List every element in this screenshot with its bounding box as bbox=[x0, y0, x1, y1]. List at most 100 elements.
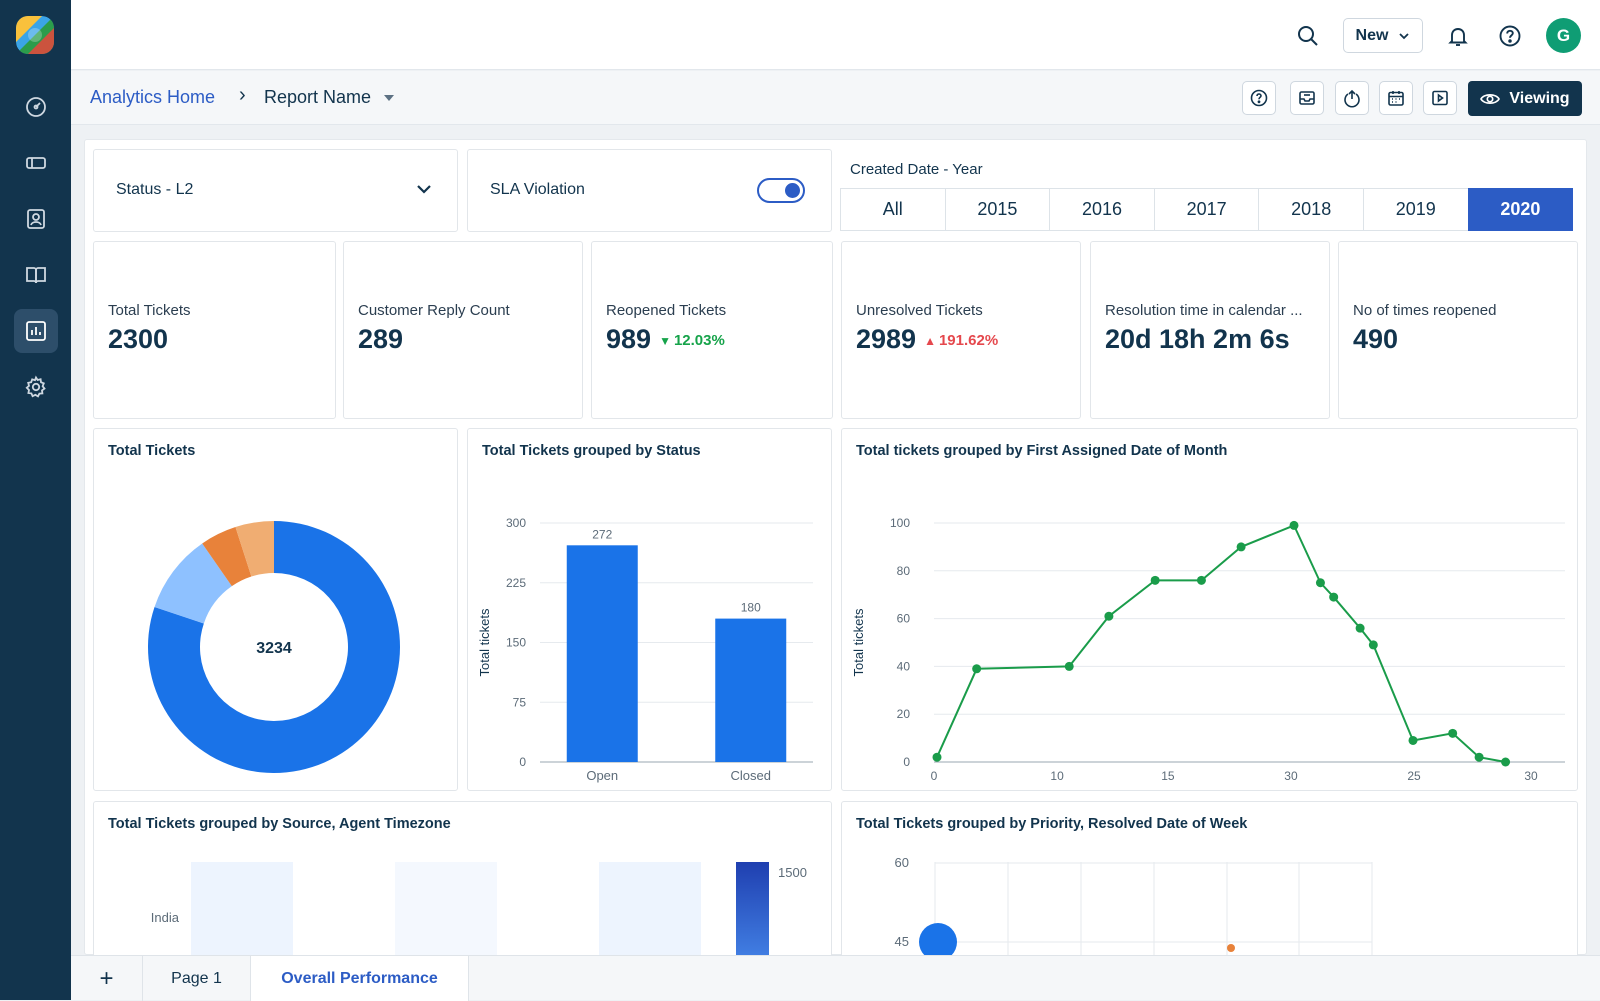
contact-icon bbox=[27, 209, 45, 229]
heatmap-cell[interactable] bbox=[497, 862, 599, 961]
analytics-icon bbox=[26, 321, 46, 341]
sidebar-item-tickets[interactable] bbox=[14, 141, 58, 185]
heatmap-cell[interactable] bbox=[395, 862, 497, 961]
line-x-tick: 0 bbox=[931, 769, 938, 783]
sidebar-item-settings[interactable] bbox=[14, 365, 58, 409]
line-series[interactable] bbox=[936, 524, 1506, 763]
line-point[interactable] bbox=[1448, 728, 1458, 738]
avatar-letter: G bbox=[1556, 25, 1571, 45]
sidebar-item-dashboard[interactable] bbox=[14, 85, 58, 129]
year-option-2016[interactable]: 2016 bbox=[1049, 188, 1155, 231]
bubble-point[interactable] bbox=[919, 923, 957, 961]
year-option-2019[interactable]: 2019 bbox=[1363, 188, 1469, 231]
kpi-number: 2989 bbox=[856, 324, 917, 354]
donut-chart-title: Total Tickets bbox=[108, 443, 196, 459]
add-page-button[interactable]: + bbox=[71, 956, 143, 1001]
kpi-label: Total Tickets bbox=[108, 302, 191, 319]
heatmap-cell[interactable] bbox=[293, 862, 395, 961]
tab-page-1[interactable]: Page 1 bbox=[143, 956, 251, 1001]
line-point[interactable] bbox=[1355, 623, 1365, 633]
line-chart-card: Total tickets grouped by First Assigned … bbox=[841, 428, 1578, 791]
line-y-tick: 80 bbox=[897, 564, 911, 578]
app-logo[interactable] bbox=[16, 16, 54, 54]
sla-toggle[interactable] bbox=[757, 178, 805, 203]
line-point[interactable] bbox=[1501, 757, 1511, 767]
bar-y-tick: 225 bbox=[506, 576, 526, 590]
line-point[interactable] bbox=[1368, 640, 1378, 650]
schedule-button[interactable] bbox=[1379, 81, 1413, 115]
line-point[interactable] bbox=[1329, 592, 1339, 602]
donut-slice-1[interactable] bbox=[147, 521, 400, 773]
donut-slice-3[interactable] bbox=[202, 527, 252, 587]
new-button[interactable]: New bbox=[1343, 18, 1423, 53]
kpi-label: Reopened Tickets bbox=[606, 302, 727, 319]
export-button[interactable] bbox=[1335, 81, 1369, 115]
line-point[interactable] bbox=[1064, 661, 1074, 671]
kpi-card[interactable]: Resolution time in calendar ... 20d 18h 2… bbox=[1090, 241, 1330, 419]
kpi-delta: ▲ 191.62% bbox=[924, 332, 998, 349]
status-filter[interactable]: Status - L2 bbox=[93, 149, 458, 232]
kpi-number: 2300 bbox=[108, 324, 169, 354]
inbox-button[interactable] bbox=[1290, 81, 1324, 115]
present-button[interactable] bbox=[1423, 81, 1457, 115]
upload-icon bbox=[1344, 89, 1360, 108]
year-option-2017[interactable]: 2017 bbox=[1153, 188, 1260, 231]
top-bar: New G bbox=[71, 0, 1600, 70]
year-option-2020[interactable]: 2020 bbox=[1467, 188, 1574, 231]
bar-y-tick: 150 bbox=[506, 636, 526, 650]
donut-slice-2[interactable] bbox=[154, 543, 232, 624]
breadcrumb-bar: Analytics Home › Report Name bbox=[71, 71, 1600, 125]
gear-icon bbox=[25, 375, 46, 398]
line-point[interactable] bbox=[1104, 611, 1114, 621]
viewing-label: Viewing bbox=[1509, 89, 1570, 107]
line-point[interactable] bbox=[1236, 542, 1246, 552]
chevron-down-icon bbox=[417, 185, 431, 194]
year-option-2018[interactable]: 2018 bbox=[1258, 188, 1364, 231]
caret-down-icon[interactable] bbox=[383, 93, 395, 103]
sla-filter: SLA Violation bbox=[467, 149, 832, 232]
heatmap-chart: India 1500 bbox=[151, 862, 807, 961]
search-icon[interactable] bbox=[1296, 24, 1320, 48]
kpi-card[interactable]: Customer Reply Count 289 bbox=[343, 241, 583, 419]
line-point[interactable] bbox=[1196, 575, 1206, 585]
kpi-delta: ▼ 12.03% bbox=[659, 332, 725, 349]
donut-slice-4[interactable] bbox=[235, 521, 274, 577]
sidebar-item-knowledge[interactable] bbox=[14, 253, 58, 297]
heatmap-card: Total Tickets grouped by Source, Agent T… bbox=[93, 801, 832, 961]
line-point[interactable] bbox=[972, 664, 982, 674]
heatmap-cell[interactable] bbox=[191, 862, 293, 961]
kpi-number: 20d 18h 2m 6s bbox=[1105, 324, 1290, 354]
kpi-card[interactable]: No of times reopened 490 bbox=[1338, 241, 1578, 419]
line-x-tick: 30 bbox=[1284, 769, 1298, 783]
info-button[interactable] bbox=[1242, 81, 1276, 115]
breadcrumb-current[interactable]: Report Name bbox=[264, 87, 372, 107]
kpi-value: 20d 18h 2m 6s bbox=[1105, 324, 1290, 355]
line-point[interactable] bbox=[1315, 578, 1325, 588]
bar-closed[interactable] bbox=[715, 618, 787, 762]
bar-open[interactable] bbox=[566, 545, 638, 762]
heatmap-cell[interactable] bbox=[599, 862, 701, 961]
avatar[interactable]: G bbox=[1546, 18, 1581, 53]
year-option-2015[interactable]: 2015 bbox=[944, 188, 1051, 231]
tab-overall-performance[interactable]: Overall Performance bbox=[251, 956, 469, 1001]
line-point[interactable] bbox=[932, 752, 942, 762]
status-filter-value: Status - L2 bbox=[116, 181, 194, 198]
line-point[interactable] bbox=[1150, 575, 1160, 585]
kpi-card[interactable]: Unresolved Tickets 2989 ▲ 191.62% bbox=[841, 241, 1081, 419]
line-point[interactable] bbox=[1289, 520, 1299, 530]
kpi-card[interactable]: Total Tickets 2300 bbox=[93, 241, 336, 419]
kpi-card[interactable]: Reopened Tickets 989 ▼ 12.03% bbox=[591, 241, 833, 419]
help-icon[interactable] bbox=[1498, 24, 1522, 48]
line-point[interactable] bbox=[1474, 752, 1484, 762]
bell-icon[interactable] bbox=[1446, 24, 1470, 48]
sidebar-item-contacts[interactable] bbox=[14, 197, 58, 241]
bubble-chart-card: Total Tickets grouped by Priority, Resol… bbox=[841, 801, 1578, 961]
viewing-button[interactable]: Viewing bbox=[1468, 81, 1582, 116]
date-filter-label: Created Date - Year bbox=[850, 161, 983, 178]
breadcrumb-home[interactable]: Analytics Home bbox=[90, 87, 216, 107]
bubble-point[interactable] bbox=[1227, 944, 1235, 952]
triangle-down-icon: ▼ bbox=[659, 334, 671, 349]
sidebar-item-analytics[interactable] bbox=[14, 309, 58, 353]
year-option-all[interactable]: All bbox=[840, 188, 946, 231]
line-point[interactable] bbox=[1408, 735, 1418, 745]
